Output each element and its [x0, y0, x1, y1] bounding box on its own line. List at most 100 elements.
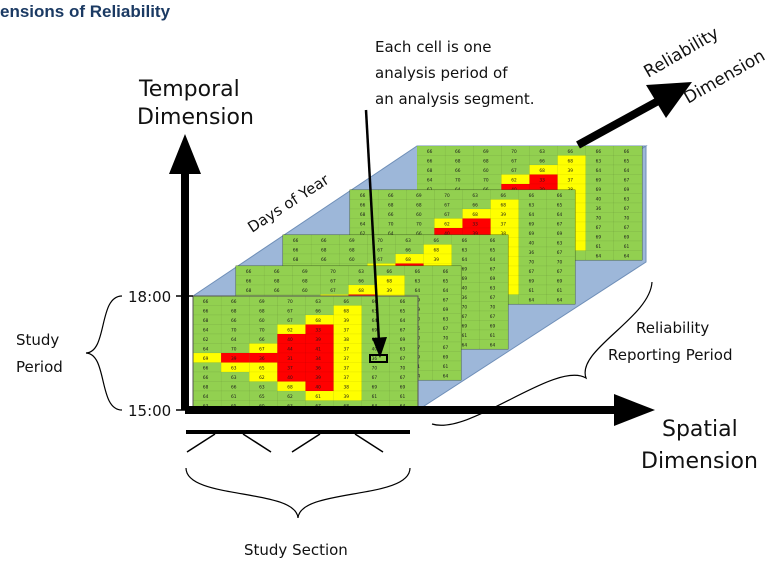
grid-cell-value: 66: [624, 149, 630, 155]
grid-cell-value: 64: [400, 318, 406, 324]
grid-cell-value: 67: [287, 318, 293, 324]
grid-cell-value: 70: [400, 365, 406, 371]
grid-cell-value: 39: [500, 212, 506, 218]
grid-cell-value: 63: [231, 375, 237, 381]
grid-cell-value: 63: [372, 308, 378, 314]
study-section-road: [186, 430, 410, 453]
grid-cell-value: 39: [343, 318, 349, 324]
grid-cell-value: 63: [472, 193, 478, 199]
study-section-label: Study Section: [244, 541, 348, 559]
grid-cell-value: 68: [203, 318, 209, 324]
grid-cell-value: 39: [231, 356, 237, 362]
spatial-axis: [185, 394, 655, 426]
grid-cell-value: 66: [372, 299, 378, 305]
grid-cell-value: 66: [415, 269, 421, 275]
grid-cell-value: 67: [557, 250, 563, 256]
grid-cell-value: 40: [315, 384, 321, 390]
grid-cell-value: 37: [287, 365, 293, 371]
spatial-label-line1: Spatial: [662, 417, 738, 442]
grid-cell-value: 63: [400, 346, 406, 352]
grid-cell-value: 66: [529, 193, 535, 199]
grid-cell-value: 67: [377, 247, 383, 253]
grid-cell-value: 70: [259, 327, 265, 333]
grid-cell-value: 63: [443, 316, 449, 322]
grid-cell-value: 64: [203, 346, 209, 352]
grid-cell-value: 66: [358, 278, 364, 284]
grid-cell-value: 69: [462, 323, 468, 329]
grid-cell: [479, 339, 509, 350]
grid-cell-value: 39: [472, 231, 478, 237]
grid-cell-value: 64: [490, 342, 496, 348]
grid-cell-value: 68: [405, 257, 411, 263]
grid-cell-value: 64: [557, 212, 563, 218]
grid-cell-value: 65: [624, 158, 630, 164]
grid-cell-value: 68: [321, 247, 327, 253]
grid-cell-value: 39: [343, 394, 349, 400]
grid-cell-value: 40: [529, 240, 535, 246]
grid-cell-value: 68: [246, 288, 252, 294]
grid-cell-value: 37: [343, 365, 349, 371]
grid-cell-value: 67: [444, 212, 450, 218]
grid-cell-value: 65: [557, 202, 563, 208]
grid-cell-value: 68: [302, 278, 308, 284]
reliability-axis: [576, 82, 692, 149]
grid-cell-value: 70: [372, 365, 378, 371]
grid-cell-value: 40: [372, 346, 378, 352]
grid-cell-value: 69: [349, 238, 355, 244]
grid-cell-value: 63: [490, 285, 496, 291]
grid-cell: [613, 250, 643, 261]
grid-cell-value: 69: [416, 193, 422, 199]
grid-cell-value: 64: [490, 257, 496, 263]
grid-cell-value: 66: [293, 247, 299, 253]
grid-cell-value: 39: [315, 375, 321, 381]
grid-cell-value: 64: [415, 288, 421, 294]
grid-cell-value: 66: [455, 149, 461, 155]
grid-cell-value: 67: [330, 288, 336, 294]
study-period-label-line1: Study: [16, 331, 59, 349]
grid-cell-value: 68: [386, 278, 392, 284]
grid-cell-value: 70: [231, 346, 237, 352]
grid-cell-value: 38: [500, 231, 506, 237]
grid-cell-value: 63: [415, 278, 421, 284]
grid-cell-value: 60: [349, 257, 355, 263]
grid-cell-value: 69: [372, 327, 378, 333]
grid-cell-value: 68: [287, 384, 293, 390]
grid-cell-value: 63: [259, 384, 265, 390]
grid-cell-value: 63: [315, 299, 321, 305]
annotation-arrow: [364, 109, 387, 358]
grid-cell-value: 68: [349, 247, 355, 253]
grid-cell-value: 66: [388, 193, 394, 199]
grid-cell-value: 68: [427, 168, 433, 174]
time-label-bottom: 15:00: [128, 402, 171, 420]
grid-cell-value: 69: [443, 354, 449, 360]
reporting-period-label-line1: Reliability: [636, 319, 709, 337]
grid-cell-value: 69: [259, 299, 265, 305]
grid-cell-value: 61: [400, 394, 406, 400]
grid-cell-value: 64: [624, 253, 630, 259]
grid-cell-value: 36: [315, 365, 321, 371]
grid-cell-value: 61: [462, 333, 468, 339]
grid-cell-value: 67: [529, 269, 535, 275]
grid-cell-value: 67: [462, 314, 468, 320]
grid-cell-value: 63: [596, 158, 602, 164]
grid-cell-value: 70: [596, 215, 602, 221]
reporting-period-label-line2: Reporting Period: [608, 346, 732, 364]
grid-cell-value: 69: [490, 323, 496, 329]
grid-cell-value: 67: [557, 221, 563, 227]
grid-cell-value: 69: [529, 221, 535, 227]
grid-cell-value: 33: [539, 177, 545, 183]
grid-cell-value: 44: [287, 346, 293, 352]
grid-cell-value: 67: [511, 168, 517, 174]
grid-cell-value: 66: [321, 257, 327, 263]
grid-cell-value: 40: [462, 285, 468, 291]
grid-cell-value: 66: [400, 299, 406, 305]
grid-cell-value: 37: [567, 177, 573, 183]
grid-cell-value: 66: [259, 337, 265, 343]
grid-cell-value: 63: [557, 240, 563, 246]
grid-cell-value: 37: [343, 327, 349, 333]
grid-cell-value: 70: [490, 304, 496, 310]
grid-cell-value: 64: [529, 212, 535, 218]
grid-cell-value: 39: [567, 168, 573, 174]
grid-cell-value: 66: [231, 299, 237, 305]
grid-cell-value: 69: [624, 187, 630, 193]
